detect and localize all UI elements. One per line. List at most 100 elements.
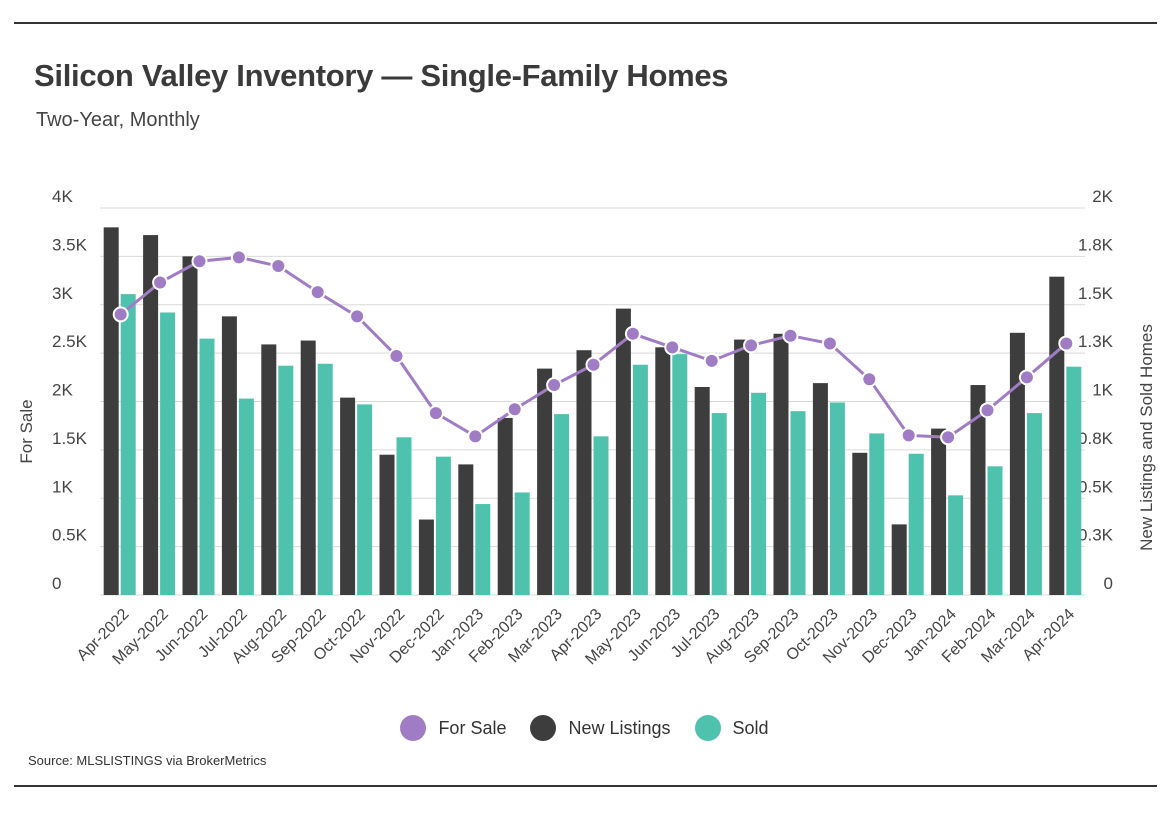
bar-sold	[632, 364, 648, 595]
point-for-sale	[1018, 369, 1035, 386]
legend-label-for-sale: For Sale	[438, 717, 507, 738]
point-for-sale	[664, 339, 681, 356]
right-tick-label: 0.5K	[1078, 477, 1114, 496]
point-for-sale	[703, 352, 720, 369]
point-for-sale	[585, 356, 602, 373]
point-for-sale	[821, 335, 838, 352]
point-for-sale	[467, 428, 484, 445]
bar-sold	[160, 312, 176, 595]
legend-swatch-for-sale	[400, 715, 427, 741]
bar-new-listings	[300, 340, 316, 595]
bar-sold	[1026, 413, 1042, 595]
bar-new-listings	[103, 227, 119, 595]
point-for-sale	[112, 306, 129, 323]
bar-sold	[317, 363, 333, 595]
bar-sold	[790, 411, 806, 595]
right-tick-label: 1.5K	[1078, 284, 1114, 303]
bar-new-listings	[497, 417, 513, 595]
point-for-sale	[546, 377, 563, 394]
bar-sold	[1066, 366, 1082, 595]
bar-sold	[238, 398, 254, 595]
bar-sold	[554, 414, 570, 595]
bar-sold	[751, 392, 767, 595]
point-for-sale	[1058, 335, 1075, 352]
bar-new-listings	[773, 333, 789, 595]
legend-swatch-sold	[694, 715, 721, 741]
bar-sold	[987, 466, 1003, 595]
point-for-sale	[940, 429, 957, 446]
legend-swatch-new-listings	[530, 715, 557, 741]
bar-sold	[672, 354, 688, 595]
bar-new-listings	[694, 386, 710, 595]
bar-new-listings	[970, 385, 986, 595]
chart-title: Silicon Valley Inventory — Single-Family…	[34, 58, 729, 93]
bar-sold	[948, 495, 964, 595]
legend-item-new-listings[interactable]: New Listings	[530, 715, 671, 741]
top-rule	[14, 22, 1157, 24]
point-for-sale	[743, 337, 760, 354]
bar-new-listings	[340, 397, 356, 595]
bar-new-listings	[1009, 332, 1025, 595]
point-for-sale	[782, 327, 799, 344]
legend-label-sold: Sold	[732, 717, 769, 738]
right-tick-label: 0	[1104, 574, 1113, 593]
left-tick-label: 4K	[52, 187, 73, 206]
point-for-sale	[191, 253, 208, 270]
legend-item-sold[interactable]: Sold	[694, 715, 769, 741]
right-axis-title: New Listings and Sold Homes	[1137, 324, 1156, 551]
left-tick-label: 3K	[52, 284, 73, 303]
right-tick-label: 1K	[1092, 381, 1113, 400]
legend-item-for-sale[interactable]: For Sale	[400, 715, 506, 741]
point-for-sale	[349, 308, 366, 325]
right-tick-label: 0.3K	[1078, 526, 1114, 545]
bar-new-listings	[143, 235, 159, 595]
left-tick-label: 1K	[52, 477, 73, 496]
bar-new-listings	[852, 452, 868, 595]
bar-new-listings	[576, 350, 592, 595]
bar-sold	[829, 402, 845, 595]
bar-new-listings	[458, 464, 474, 595]
bar-sold	[396, 437, 412, 595]
left-axis-title: For Sale	[17, 399, 36, 463]
bar-sold	[120, 294, 136, 595]
bar-new-listings	[891, 524, 907, 595]
bar-new-listings	[537, 368, 553, 595]
left-tick-label: 1.5K	[52, 429, 88, 448]
bar-new-listings	[261, 344, 277, 595]
left-tick-label: 0	[52, 574, 61, 593]
bar-new-listings	[615, 308, 631, 595]
bar-new-listings	[655, 347, 671, 595]
bottom-rule	[14, 785, 1157, 787]
bar-sold	[593, 436, 609, 595]
point-for-sale	[388, 348, 405, 365]
bar-new-listings	[221, 316, 237, 595]
right-tick-label: 1.3K	[1078, 332, 1114, 351]
point-for-sale	[506, 401, 523, 418]
point-for-sale	[309, 284, 326, 301]
right-tick-label: 0.8K	[1078, 429, 1114, 448]
point-for-sale	[152, 274, 169, 291]
source-note: Source: MLSLISTINGS via BrokerMetrics	[28, 753, 267, 768]
bar-new-listings	[812, 383, 828, 595]
bar-new-listings	[734, 339, 750, 595]
point-for-sale	[979, 402, 996, 419]
point-for-sale	[900, 427, 917, 444]
chart-legend: For Sale New Listings Sold	[0, 715, 1169, 741]
bar-sold	[435, 456, 451, 595]
right-tick-label: 2K	[1092, 187, 1113, 206]
left-tick-label: 2K	[52, 381, 73, 400]
left-tick-label: 0.5K	[52, 526, 88, 545]
chart-subtitle: Two-Year, Monthly	[36, 109, 200, 131]
bar-sold	[278, 365, 294, 595]
left-tick-label: 2.5K	[52, 332, 88, 351]
bar-new-listings	[931, 428, 947, 595]
legend-label-new-listings: New Listings	[568, 717, 671, 738]
bar-new-listings	[182, 256, 198, 595]
bar-sold	[357, 404, 373, 595]
bar-new-listings	[1049, 276, 1065, 595]
point-for-sale	[624, 325, 641, 342]
left-tick-label: 3.5K	[52, 235, 88, 254]
bar-sold	[869, 433, 885, 595]
bar-sold	[908, 453, 924, 595]
point-for-sale	[230, 249, 247, 266]
